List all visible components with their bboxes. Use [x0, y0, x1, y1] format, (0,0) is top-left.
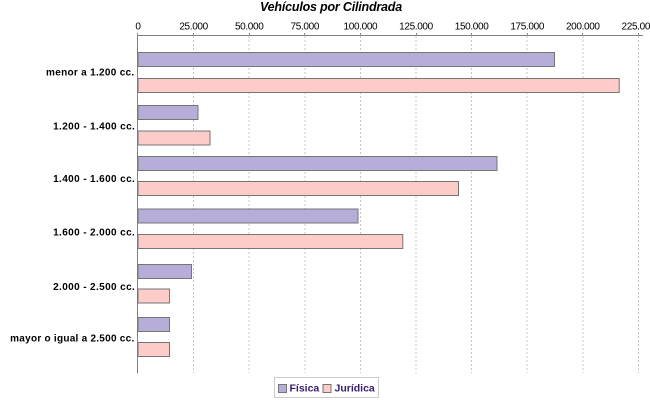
svg-text:75.000: 75.000 [291, 22, 320, 33]
svg-text:0: 0 [135, 22, 141, 33]
svg-text:2.000 - 2.500 cc.: 2.000 - 2.500 cc. [53, 282, 135, 293]
svg-text:150.000: 150.000 [455, 22, 489, 33]
svg-text:200.000: 200.000 [566, 22, 600, 33]
svg-text:1.600 - 2.000 cc.: 1.600 - 2.000 cc. [53, 228, 135, 239]
svg-text:menor a 1.200 cc.: menor a 1.200 cc. [46, 67, 134, 78]
svg-text:50.000: 50.000 [235, 22, 264, 33]
svg-text:1.400 - 1.600 cc.: 1.400 - 1.600 cc. [53, 174, 135, 185]
svg-text:mayor o igual a 2.500 cc.: mayor o igual a 2.500 cc. [10, 333, 134, 344]
svg-text:Jurídica: Jurídica [335, 383, 375, 395]
svg-text:Física: Física [290, 383, 320, 395]
svg-text:1.200 - 1.400 cc.: 1.200 - 1.400 cc. [53, 121, 135, 132]
svg-text:25.000: 25.000 [179, 22, 208, 33]
svg-text:Vehículos por Cilindrada: Vehículos por Cilindrada [260, 0, 402, 14]
svg-text:125.000: 125.000 [399, 22, 433, 33]
svg-text:225.000: 225.000 [622, 22, 650, 33]
svg-text:175.000: 175.000 [510, 22, 544, 33]
svg-text:100.000: 100.000 [344, 22, 378, 33]
